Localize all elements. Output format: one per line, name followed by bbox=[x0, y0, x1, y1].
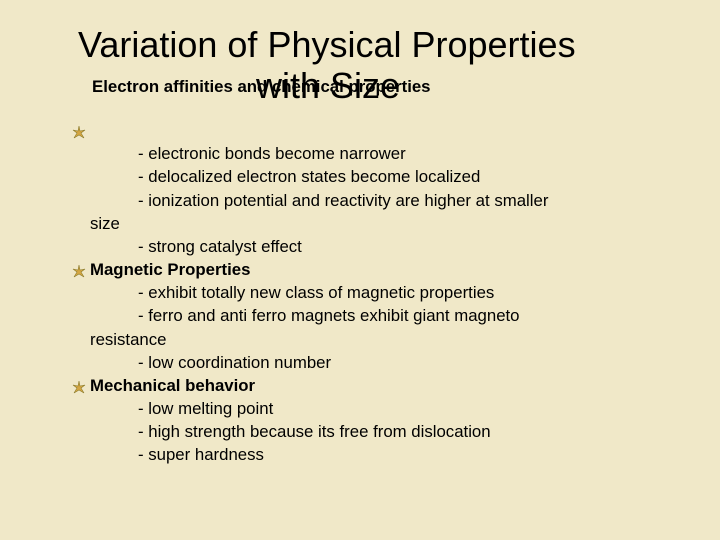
sub-item: - low melting point bbox=[138, 397, 660, 420]
sub-item: - super hardness bbox=[138, 443, 660, 466]
title-line1: Variation of Physical Properties bbox=[78, 24, 576, 65]
slide-body: Electron affinities and chemical propert… bbox=[90, 119, 660, 467]
sub-item: - delocalized electron states become loc… bbox=[138, 165, 660, 188]
section-subs: - low melting point - high strength beca… bbox=[90, 397, 660, 467]
section-subs: - exhibit totally new class of magnetic … bbox=[90, 281, 660, 327]
section-3: Mechanical behavior - low melting point … bbox=[90, 374, 660, 467]
sub-item: - exhibit totally new class of magnetic … bbox=[138, 281, 660, 304]
slide-title: Variation of Physical Properties Electro… bbox=[78, 24, 680, 65]
sub-continuation: size bbox=[90, 212, 660, 235]
section-1: Electron affinities and chemical propert… bbox=[90, 119, 660, 258]
sparkle-bullet-icon bbox=[72, 378, 86, 392]
sparkle-bullet-icon bbox=[72, 123, 86, 137]
sub-item: - strong catalyst effect bbox=[138, 235, 660, 258]
title-line2: with Size bbox=[256, 65, 400, 106]
sub-item: - ferro and anti ferro magnets exhibit g… bbox=[138, 304, 660, 327]
sub-item: - ionization potential and reactivity ar… bbox=[138, 189, 660, 212]
section-2: Magnetic Properties - exhibit totally ne… bbox=[90, 258, 660, 374]
section-subs: - electronic bonds become narrower - del… bbox=[90, 142, 660, 212]
section-subs2: - strong catalyst effect bbox=[90, 235, 660, 258]
sparkle-bullet-icon bbox=[72, 262, 86, 276]
section-subs2: - low coordination number bbox=[90, 351, 660, 374]
sub-item: - electronic bonds become narrower bbox=[138, 142, 660, 165]
section-heading: Magnetic Properties bbox=[90, 260, 250, 279]
sub-item: - low coordination number bbox=[138, 351, 660, 374]
sub-continuation: resistance bbox=[90, 328, 660, 351]
slide: Variation of Physical Properties Electro… bbox=[0, 0, 720, 540]
section-heading: Mechanical behavior bbox=[90, 376, 255, 395]
sub-item: - high strength because its free from di… bbox=[138, 420, 660, 443]
